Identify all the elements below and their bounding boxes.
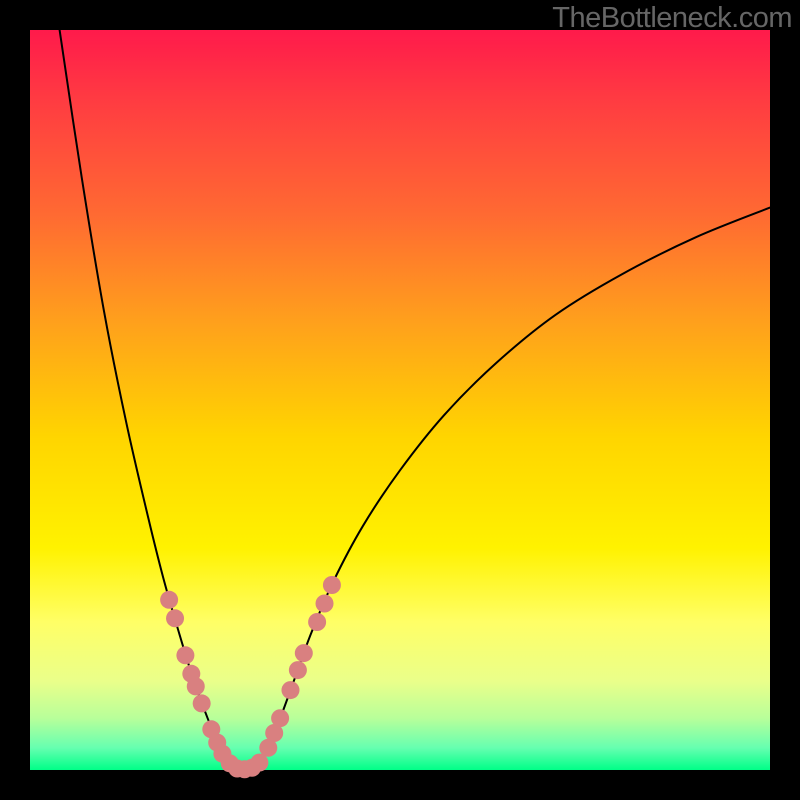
data-marker [323, 576, 341, 594]
data-marker [187, 677, 205, 695]
data-marker [289, 661, 307, 679]
data-marker [281, 681, 299, 699]
data-marker [308, 613, 326, 631]
chart-frame: TheBottleneck.com [0, 0, 800, 800]
bottleneck-chart [0, 0, 800, 800]
data-marker [176, 646, 194, 664]
data-marker [166, 609, 184, 627]
data-marker [295, 644, 313, 662]
attribution-text: TheBottleneck.com [552, 2, 792, 35]
data-marker [193, 694, 211, 712]
plot-background [30, 30, 770, 770]
data-marker [316, 595, 334, 613]
data-marker [160, 591, 178, 609]
data-marker [271, 709, 289, 727]
